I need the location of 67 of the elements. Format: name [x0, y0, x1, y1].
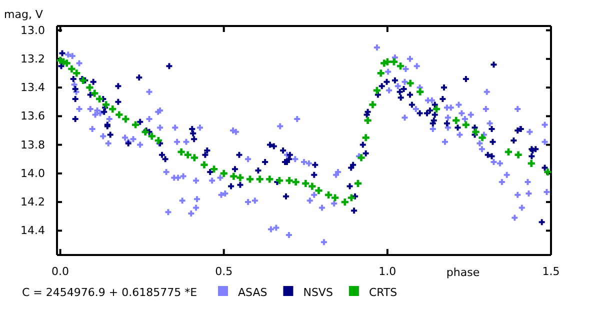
point: [154, 136, 162, 144]
legend-label: CRTS: [368, 286, 398, 299]
point: [276, 177, 284, 184]
point: [102, 101, 110, 108]
point: [396, 62, 404, 70]
point: [190, 154, 198, 162]
point: [210, 166, 218, 173]
point: [132, 121, 140, 128]
point: [341, 198, 348, 206]
x-tick-label: 0.0: [52, 264, 70, 278]
point: [390, 58, 398, 66]
legend-label: NSVS: [303, 286, 333, 299]
point: [406, 80, 414, 87]
point: [109, 105, 116, 113]
point: [86, 84, 94, 92]
x-tick-label: 1.5: [542, 264, 560, 278]
y-tick-label: 13.2: [20, 52, 45, 66]
point: [332, 194, 339, 202]
point: [220, 170, 228, 177]
y-tick-label: 13.8: [20, 138, 45, 152]
point: [373, 86, 381, 94]
point: [302, 180, 310, 187]
point: [452, 116, 460, 124]
point: [148, 132, 156, 140]
point: [236, 174, 244, 182]
point: [73, 70, 80, 77]
point: [116, 111, 123, 118]
point: [68, 65, 76, 72]
point: [266, 176, 274, 183]
point: [91, 90, 98, 97]
point: [230, 172, 238, 180]
y-tick-label: 14.4: [20, 224, 45, 238]
point: [514, 151, 522, 158]
point: [256, 176, 264, 183]
y-tick-label: 14.0: [20, 166, 45, 180]
point: [358, 154, 365, 162]
point: [528, 160, 535, 167]
x-tick-label: 1.0: [378, 264, 396, 278]
x-axis-title: phase: [446, 266, 480, 279]
point: [200, 161, 208, 168]
point: [462, 121, 470, 128]
point: [286, 177, 293, 184]
point: [292, 178, 300, 186]
point: [348, 194, 355, 202]
point: [184, 151, 192, 158]
y-tick-label: 13.0: [20, 24, 45, 37]
point: [122, 115, 130, 123]
point: [324, 191, 332, 198]
point: [362, 134, 370, 142]
point: [377, 70, 384, 77]
y-tick-label: 13.4: [20, 81, 45, 94]
y-tick-label: 14.2: [20, 196, 45, 209]
x-tick-label: 0.5: [215, 264, 233, 278]
y-axis-title: mag, V: [4, 8, 44, 21]
point: [472, 128, 480, 136]
point: [308, 182, 316, 190]
point: [178, 148, 185, 156]
point: [364, 116, 372, 124]
point: [369, 101, 376, 108]
point: [315, 187, 322, 194]
point: [544, 168, 552, 176]
text: C = 2454976.9 + 0.6185775 *E: [22, 286, 198, 299]
y-tick-label: 13.6: [20, 110, 45, 123]
point: [246, 176, 254, 183]
point: [478, 134, 486, 142]
point: [416, 88, 424, 96]
legend-label: ASAS: [238, 286, 268, 299]
